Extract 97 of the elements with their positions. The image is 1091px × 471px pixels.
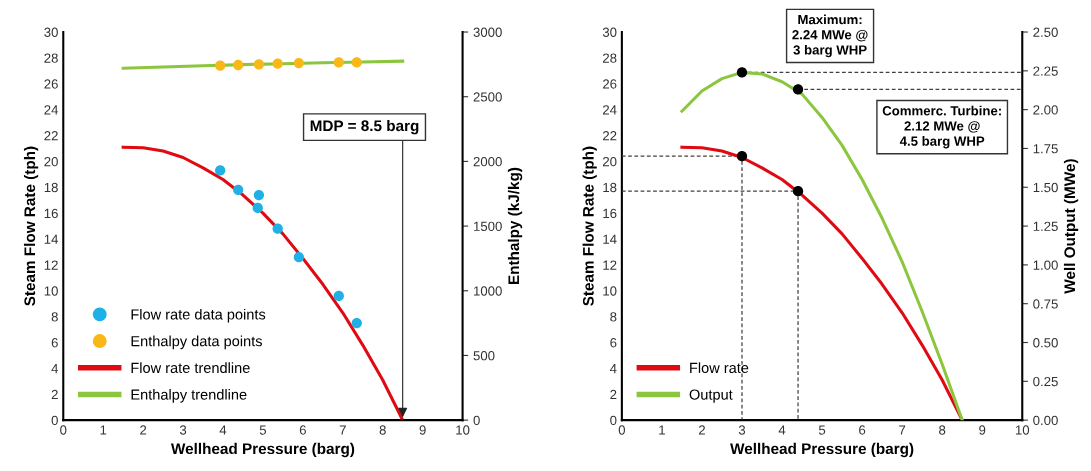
y2-tick-label: 1.75 [1033, 144, 1058, 154]
y-tick-label: 6 [51, 338, 58, 348]
x-tick-label: 8 [939, 425, 946, 435]
x-tick-label: 7 [899, 425, 906, 435]
y2-tick-label: 0.00 [1033, 415, 1058, 426]
x-tick-label: 9 [979, 425, 986, 435]
x-axis-title: Wellhead Pressure (barg) [730, 442, 914, 458]
line-series [121, 59, 405, 70]
y-axis-title: Steam Flow Rate (tph) [582, 146, 597, 306]
y-axis-title: Steam Flow Rate (tph) [23, 146, 39, 306]
y-tick-label: 30 [44, 27, 58, 37]
y2-tick-label: 0.25 [1033, 376, 1058, 387]
y-tick-label: 10 [44, 286, 58, 296]
point [215, 165, 226, 176]
point [333, 290, 344, 302]
y2-tick-label: 0.75 [1033, 299, 1058, 309]
y-tick-label: 8 [51, 312, 58, 322]
y-tick-label: 18 [44, 182, 58, 193]
y2-tick-label: 2.00 [1033, 105, 1058, 115]
line-series [121, 145, 405, 421]
y2-tick-label: 1.25 [1033, 221, 1058, 231]
x-tick-label: 1 [659, 425, 665, 435]
legend-label: Flow rate [690, 362, 749, 374]
y2-tick-label: 2.50 [1033, 27, 1058, 37]
y2-tick-label: 2.25 [1033, 66, 1058, 76]
x-tick-label: 5 [259, 425, 267, 435]
x-tick-label: 9 [419, 425, 426, 435]
x-tick-label: 7 [339, 425, 346, 435]
y-tick-label: 24 [603, 105, 617, 115]
y2-tick-label: 1500 [474, 221, 502, 231]
x-tick-label: 5 [818, 425, 826, 435]
annotation: Commerc. Turbine: 2.12 MWe @ 4.5 barg WHP [882, 105, 1001, 149]
y-tick-label: 22 [44, 131, 58, 141]
legend-label: Flow rate data points [131, 308, 266, 323]
x-tick-label: 2 [698, 425, 705, 435]
point [351, 317, 362, 329]
y-tick-label: 12 [603, 260, 617, 270]
y-tick-label: 16 [44, 208, 58, 219]
y-tick-label: 22 [603, 131, 617, 141]
y-tick-label: 2 [610, 389, 617, 400]
y-tick-label: 4 [51, 364, 59, 374]
y-tick-label: 14 [603, 234, 617, 244]
y-tick-label: 0 [610, 415, 617, 426]
y-tick-label: 30 [602, 27, 617, 37]
x-tick-label: 4 [778, 425, 786, 435]
y-tick-label: 26 [44, 79, 58, 89]
y-tick-label: 10 [603, 286, 617, 296]
y-tick-label: 12 [44, 260, 58, 270]
y-tick-label: 20 [603, 156, 617, 167]
x-tick-label: 10 [1015, 425, 1030, 435]
annotation: MDP = 8.5 barg [310, 119, 419, 135]
y2-tick-label: 0.50 [1033, 338, 1058, 348]
x-tick-label: 2 [140, 425, 147, 435]
annotation: Maximum: 2.24 MWe @ 3 barg WHP [792, 14, 868, 58]
y2-tick-label: 1.50 [1033, 182, 1058, 193]
legend-label: Enthalpy data points [131, 335, 262, 350]
x-tick-label: 0 [60, 425, 67, 435]
y-tick-label: 26 [603, 79, 617, 89]
y-tick-label: 24 [44, 105, 59, 115]
y2-tick-label: 1000 [474, 286, 502, 296]
point [233, 184, 244, 196]
point [253, 189, 265, 201]
x-axis-title: Wellhead Pressure (barg) [170, 442, 355, 458]
x-tick-label: 1 [100, 425, 107, 435]
y-tick-label: 6 [610, 338, 617, 348]
y2-tick-label: 0 [473, 415, 480, 426]
y-tick-label: 4 [609, 364, 617, 374]
x-tick-label: 10 [456, 425, 470, 435]
y-tick-label: 20 [44, 156, 58, 167]
y2-axis-title: Well Output (MWe) [1063, 159, 1079, 294]
y2-axis-title: Enthalpy (kJ/kg) [507, 167, 523, 285]
y2-tick-label: 2500 [473, 92, 502, 102]
y-tick-label: 14 [44, 234, 59, 244]
point [272, 223, 283, 234]
point [252, 202, 263, 214]
y-tick-label: 18 [603, 182, 617, 193]
x-tick-label: 6 [859, 425, 866, 435]
x-tick-label: 8 [379, 425, 386, 435]
y2-tick-label: 3000 [473, 27, 502, 37]
y-tick-label: 2 [51, 389, 58, 400]
x-tick-label: 0 [618, 425, 626, 435]
legend-label: Enthalpy trendline [131, 389, 247, 403]
x-tick-label: 6 [299, 425, 306, 435]
x-tick-label: 3 [738, 425, 746, 435]
x-tick-label: 4 [219, 425, 227, 435]
point [293, 251, 305, 263]
y-tick-label: 0 [51, 415, 58, 426]
y-tick-label: 8 [610, 312, 617, 322]
y2-tick-label: 500 [473, 351, 495, 361]
y-tick-label: 16 [603, 208, 617, 219]
x-tick-label: 3 [179, 425, 187, 435]
y2-tick-label: 2000 [473, 156, 502, 167]
y-tick-label: 28 [44, 53, 58, 63]
legend-label: Output [689, 389, 733, 403]
y-tick-label: 28 [603, 53, 617, 63]
legend-label: Flow rate trendline [131, 362, 250, 374]
y2-tick-label: 1.00 [1033, 260, 1058, 270]
